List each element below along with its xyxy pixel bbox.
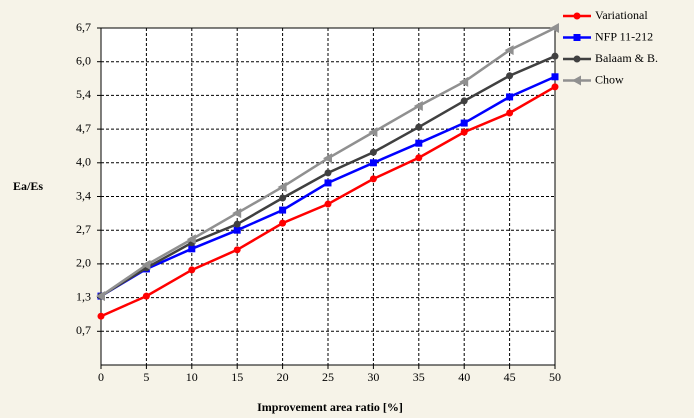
- marker: [460, 128, 468, 136]
- marker: [368, 127, 378, 138]
- marker: [504, 45, 514, 56]
- marker: [232, 208, 242, 219]
- marker: [572, 75, 581, 86]
- marker: [279, 206, 287, 214]
- x-tick-label: 0: [98, 370, 104, 384]
- y-tick-label: 1,3: [76, 289, 91, 303]
- x-tick-label: 15: [231, 370, 243, 384]
- y-tick-label: 5,4: [76, 87, 91, 101]
- marker: [279, 194, 287, 202]
- marker: [188, 266, 196, 274]
- legend-label: Chow: [595, 72, 624, 86]
- y-tick-label: 2,7: [76, 222, 91, 236]
- marker: [96, 291, 105, 302]
- marker: [460, 119, 468, 127]
- marker: [324, 200, 332, 208]
- legend-label: NFP 11-212: [595, 29, 653, 43]
- marker: [506, 93, 514, 101]
- marker: [573, 12, 581, 20]
- x-tick-label: 45: [504, 370, 516, 384]
- marker: [415, 123, 423, 131]
- marker: [551, 52, 559, 60]
- marker: [369, 175, 377, 183]
- marker: [415, 154, 423, 162]
- y-tick-label: 6,0: [76, 53, 91, 67]
- x-tick-label: 35: [413, 370, 425, 384]
- y-axis-label: Ea/Es: [13, 179, 43, 193]
- x-tick-label: 50: [549, 370, 561, 384]
- legend-label: Variational: [595, 8, 648, 22]
- marker: [324, 169, 332, 177]
- marker: [324, 179, 332, 187]
- marker: [573, 34, 581, 41]
- marker: [233, 226, 241, 234]
- x-axis-label: Improvement area ratio [%]: [257, 400, 403, 414]
- marker: [369, 148, 377, 156]
- plot-border: [100, 27, 556, 366]
- marker: [233, 220, 241, 228]
- y-tick-label: 2,0: [76, 256, 91, 270]
- marker: [142, 292, 150, 300]
- marker: [550, 23, 559, 33]
- marker: [460, 97, 468, 105]
- marker: [573, 55, 581, 63]
- marker: [506, 72, 514, 80]
- x-tick-label: 5: [143, 370, 149, 384]
- marker: [188, 245, 196, 253]
- legend-label: Balaam & B.: [595, 51, 658, 65]
- marker: [279, 219, 287, 227]
- marker: [551, 83, 559, 91]
- marker: [141, 259, 151, 270]
- marker: [97, 312, 105, 320]
- marker: [551, 73, 559, 81]
- y-tick-label: 3,4: [76, 188, 91, 202]
- x-tick-label: 20: [277, 370, 289, 384]
- marker: [459, 76, 469, 87]
- marker: [506, 109, 514, 117]
- x-tick-label: 40: [458, 370, 470, 384]
- x-tick-label: 10: [186, 370, 198, 384]
- marker: [233, 246, 241, 254]
- x-tick-label: 25: [322, 370, 334, 384]
- marker: [369, 159, 377, 167]
- x-tick-label: 30: [367, 370, 379, 384]
- y-tick-label: 0,7: [76, 323, 91, 337]
- marker: [415, 139, 423, 147]
- marker: [277, 181, 287, 192]
- marker: [323, 153, 332, 164]
- y-tick-label: 4,0: [76, 155, 91, 169]
- marker: [186, 234, 196, 245]
- marker: [413, 100, 423, 111]
- y-tick-label: 6,7: [76, 20, 91, 34]
- y-tick-label: 4,7: [76, 121, 91, 135]
